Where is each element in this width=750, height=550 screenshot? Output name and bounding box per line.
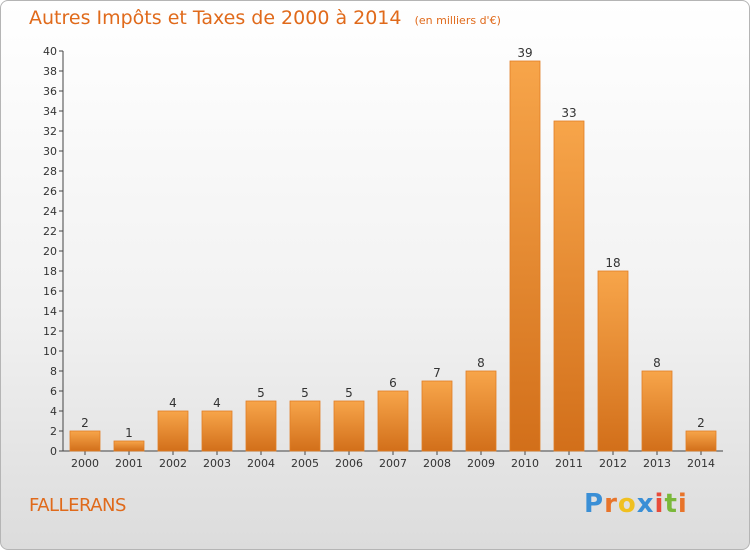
y-tick-label: 28 <box>43 165 57 178</box>
x-tick-label: 2014 <box>687 457 715 470</box>
bar <box>377 390 409 452</box>
x-tick-label: 2005 <box>291 457 319 470</box>
y-tick-label: 24 <box>43 205 57 218</box>
brand-letter: x <box>636 489 655 519</box>
data-label: 5 <box>257 386 265 400</box>
y-tick-label: 4 <box>50 405 57 418</box>
x-tick-label: 2004 <box>247 457 275 470</box>
y-tick-label: 22 <box>43 225 57 238</box>
brand-letter: o <box>617 489 637 519</box>
data-label: 2 <box>81 416 89 430</box>
x-tick-label: 2009 <box>467 457 495 470</box>
x-tick-label: 2000 <box>71 457 99 470</box>
data-label: 18 <box>605 256 620 270</box>
brand-letter: P <box>584 489 605 519</box>
x-tick-label: 2003 <box>203 457 231 470</box>
chart-unit: (en milliers d'€) <box>414 14 501 27</box>
x-tick-labels: 2000 2001 2002 2003 2004 2005 2006 2007 2008 2009… <box>71 457 715 470</box>
brand-letter: i <box>654 489 665 519</box>
bar <box>245 400 277 452</box>
y-tick-label: 34 <box>43 105 57 118</box>
y-tick-label: 14 <box>43 305 57 318</box>
x-tick-label: 2006 <box>335 457 363 470</box>
bar <box>641 370 673 452</box>
brand-letter: t <box>664 489 678 519</box>
y-tick-label: 32 <box>43 125 57 138</box>
y-tick-label: 2 <box>50 425 57 438</box>
y-tick-label: 20 <box>43 245 57 258</box>
x-tick-label: 2013 <box>643 457 671 470</box>
x-tick-label: 2001 <box>115 457 143 470</box>
y-tick-label: 10 <box>43 345 57 358</box>
y-tick-label: 8 <box>50 365 57 378</box>
x-tick-label: 2007 <box>379 457 407 470</box>
data-label: 5 <box>301 386 309 400</box>
y-tick-label: 36 <box>43 85 57 98</box>
data-label: 33 <box>561 106 576 120</box>
data-label: 4 <box>169 396 177 410</box>
x-tick-label: 2002 <box>159 457 187 470</box>
place-name: FALLERANS <box>29 495 126 516</box>
data-label: 6 <box>389 376 397 390</box>
bar <box>333 400 365 452</box>
bar <box>553 120 585 452</box>
data-label: 8 <box>477 356 485 370</box>
bar <box>465 370 497 452</box>
bar <box>157 410 189 452</box>
y-tick-label: 26 <box>43 185 57 198</box>
x-tick-label: 2012 <box>599 457 627 470</box>
y-tick-label: 0 <box>50 445 57 458</box>
y-tick-label: 38 <box>43 65 57 78</box>
bar <box>509 60 541 452</box>
bar <box>421 380 453 452</box>
y-tick-label: 12 <box>43 325 57 338</box>
data-label: 1 <box>125 426 133 440</box>
y-tick-label: 16 <box>43 285 57 298</box>
bar <box>201 410 233 452</box>
y-tick-label: 6 <box>50 385 57 398</box>
x-tick-label: 2011 <box>555 457 583 470</box>
y-tick-label: 18 <box>43 265 57 278</box>
data-label: 8 <box>653 356 661 370</box>
y-tick-label: 40 <box>43 45 57 58</box>
data-label: 39 <box>517 46 532 60</box>
bar <box>289 400 321 452</box>
x-tick-label: 2008 <box>423 457 451 470</box>
data-label: 7 <box>433 366 441 380</box>
data-label: 4 <box>213 396 221 410</box>
bar <box>113 440 145 452</box>
title-block: Autres Impôts et Taxes de 2000 à 2014 (e… <box>29 7 501 29</box>
data-label: 2 <box>697 416 705 430</box>
brand-letter: i <box>677 489 688 519</box>
bar <box>597 270 629 452</box>
bar <box>685 430 717 452</box>
data-label: 5 <box>345 386 353 400</box>
data-labels: 2 1 4 4 5 5 5 6 7 8 39 33 18 8 2 <box>81 46 705 440</box>
brand-letter: r <box>604 489 618 519</box>
x-tick-label: 2010 <box>511 457 539 470</box>
brand-logo: Proxiti <box>584 489 688 519</box>
bar <box>69 430 101 452</box>
chart-title: Autres Impôts et Taxes de 2000 à 2014 <box>29 7 402 29</box>
y-tick-label: 30 <box>43 145 57 158</box>
bars <box>69 60 717 452</box>
